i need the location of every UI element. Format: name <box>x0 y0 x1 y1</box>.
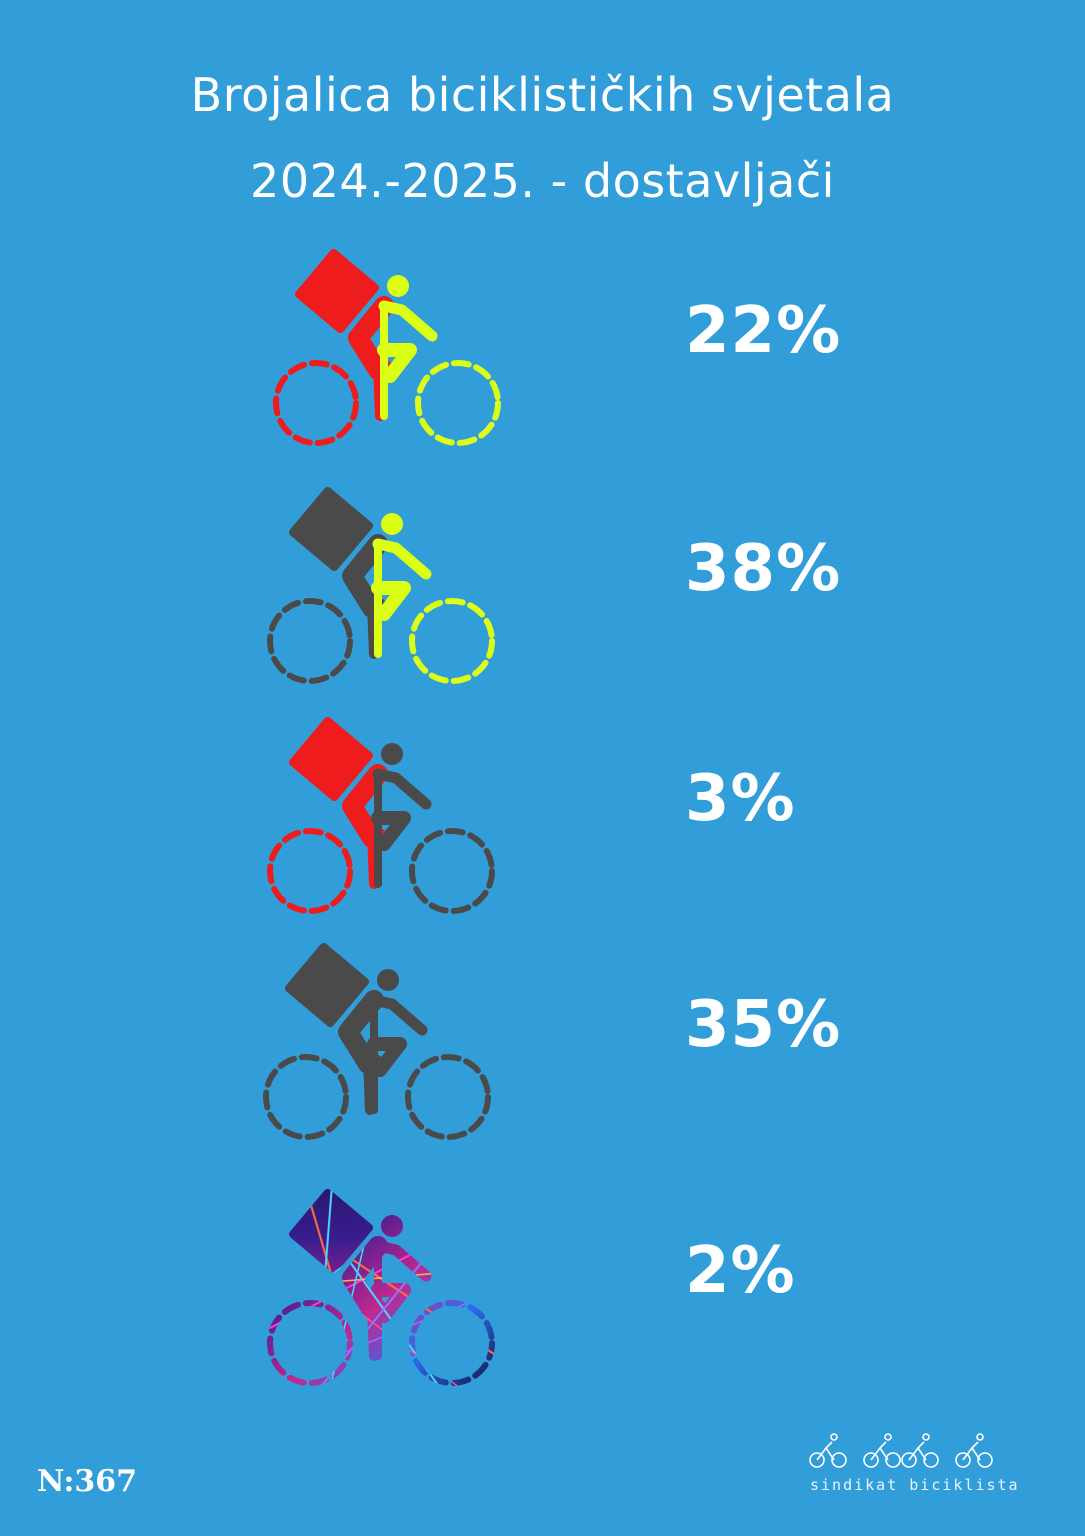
sample-size: N:367 <box>37 1464 138 1499</box>
rear-wheel <box>267 1300 353 1386</box>
rider-front-half <box>371 1240 432 1360</box>
rear-wheel <box>267 598 353 684</box>
percentage-label: 3% <box>685 762 796 836</box>
front-wheel <box>409 828 495 914</box>
front-wheel <box>415 360 501 446</box>
percentage-label: 35% <box>685 988 842 1062</box>
chart-row: 35% <box>240 932 940 1142</box>
rear-wheel <box>267 828 353 914</box>
logo-text: sindikat biciklista <box>810 1476 1020 1494</box>
percentage-label: 38% <box>685 532 842 606</box>
title-line-1: Brojalica biciklističkih svjetala <box>190 68 895 122</box>
delivery-box <box>284 942 370 1028</box>
front-wheel <box>405 1054 491 1140</box>
rider-front-half <box>371 538 432 658</box>
chart-row: 22% <box>240 238 940 448</box>
delivery-box <box>288 716 374 802</box>
chart-row: 2% <box>240 1178 940 1388</box>
rider-front-half <box>367 994 428 1114</box>
rear-wheel <box>263 1054 349 1140</box>
rider-front-half <box>371 768 432 888</box>
sindikat-biciklista-logo: sindikat biciklista <box>800 1428 1040 1508</box>
rider-head <box>377 969 399 991</box>
delivery-box <box>294 248 380 334</box>
title-line-2: 2024.-2025. - dostavljači <box>250 154 835 208</box>
rider-head <box>387 275 409 297</box>
page-title: Brojalica biciklističkih svjetala 2024.-… <box>0 52 1085 224</box>
delivery-box <box>288 486 374 572</box>
rear-wheel <box>273 360 359 446</box>
chart-row: 3% <box>240 706 940 916</box>
percentage-label: 2% <box>685 1234 796 1308</box>
delivery-cyclist-rear-and-front-light-icon <box>273 248 501 446</box>
rider-front-half <box>377 300 438 420</box>
delivery-cyclist-front-light-only-icon <box>267 486 495 684</box>
delivery-cyclist-rear-light-only-icon <box>267 716 495 914</box>
rider-head <box>381 1215 403 1237</box>
delivery-cyclist-no-lights-icon <box>263 942 491 1140</box>
delivery-cyclist-other-lights-icon <box>267 1188 495 1386</box>
cyclists-logo-icon <box>809 1433 993 1468</box>
front-wheel <box>409 598 495 684</box>
chart-row: 38% <box>240 476 940 686</box>
percentage-label: 22% <box>685 294 842 368</box>
front-wheel <box>409 1300 495 1386</box>
rider-head <box>381 743 403 765</box>
rider-head <box>381 513 403 535</box>
delivery-box <box>288 1188 374 1274</box>
